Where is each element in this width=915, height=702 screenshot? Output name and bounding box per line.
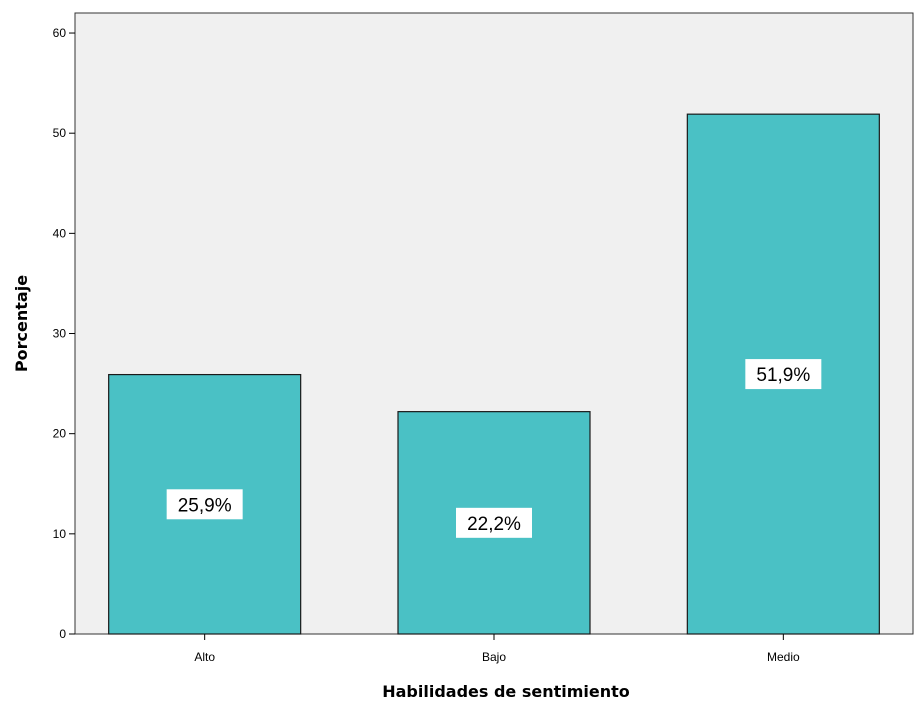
data-label-text: 25,9% — [178, 495, 232, 516]
y-tick-label: 10 — [53, 527, 67, 541]
data-label: 51,9% — [745, 359, 822, 390]
y-tick-label: 0 — [59, 627, 66, 641]
data-label-box — [745, 359, 822, 390]
data-label-text: 51,9% — [756, 365, 810, 386]
data-label: 25,9% — [166, 489, 243, 520]
data-label: 22,2% — [456, 507, 532, 538]
y-axis-ticks: 0 10 20 30 40 50 60 — [53, 26, 75, 641]
data-label-box — [456, 507, 532, 538]
data-label-text: 22,2% — [467, 514, 521, 535]
x-axis-title: Habilidades de sentimiento — [382, 682, 630, 701]
y-tick-label: 20 — [53, 427, 67, 441]
x-axis-ticks: Alto Bajo Medio — [194, 634, 800, 664]
x-tick-label: Medio — [767, 650, 800, 664]
x-tick-label: Alto — [194, 650, 215, 664]
y-tick-label: 60 — [53, 26, 67, 40]
y-axis-title: Porcentaje — [12, 275, 31, 372]
y-tick-label: 40 — [53, 226, 67, 240]
data-labels-group: 25,9% 22,2% 51,9% — [166, 359, 822, 538]
data-label-box — [166, 489, 243, 520]
y-tick-label: 50 — [53, 126, 67, 140]
x-tick-label: Bajo — [482, 650, 506, 664]
y-tick-label: 30 — [53, 327, 67, 341]
